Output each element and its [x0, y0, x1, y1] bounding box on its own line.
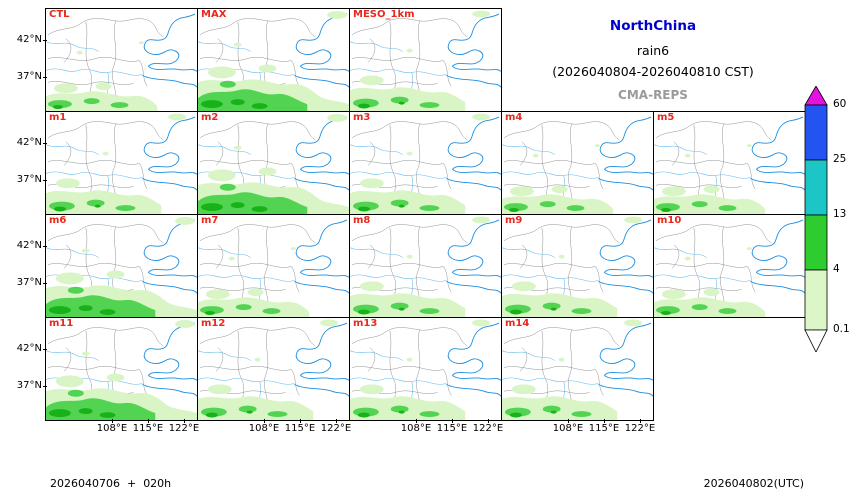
valid-period: (2026040804-2026040810 CST)	[552, 64, 754, 79]
colorbar-under-arrow	[804, 329, 828, 353]
init-time-line1: 2026040706 + 020h	[50, 477, 172, 490]
map-panel-m13: m13	[349, 317, 502, 421]
lon-label: 108°E	[396, 419, 436, 434]
map-canvas	[502, 116, 653, 214]
map-panel-m11: m11	[45, 317, 198, 421]
lon-label: 115°E	[280, 419, 320, 434]
map-canvas	[502, 319, 653, 420]
panel-label: MAX	[201, 9, 227, 20]
panel-label: m12	[201, 318, 226, 329]
map-canvas	[502, 216, 653, 317]
map-panel-m2: m2	[197, 111, 350, 215]
colorbar-segment-60-25	[804, 104, 828, 161]
init-times: 2026040706 + 020h 2026040714 + 020h	[50, 444, 171, 490]
panel-label: m1	[49, 112, 67, 123]
map-panel-ctl: CTL	[45, 8, 198, 112]
lat-label: 42°N	[6, 343, 47, 356]
map-canvas	[46, 216, 197, 317]
map-panel-m7: m7	[197, 214, 350, 318]
map-canvas	[46, 13, 197, 111]
panel-label: m10	[657, 215, 682, 226]
lon-label: 122°E	[620, 419, 660, 434]
map-canvas	[46, 113, 197, 214]
colorbar-segment-25-13	[804, 159, 828, 216]
model-name: CMA-REPS	[618, 88, 688, 102]
lat-label: 42°N	[6, 137, 47, 150]
colorbar-canvas	[804, 85, 828, 353]
colorbar-tick-label: 13	[833, 208, 847, 220]
lat-label: 42°N	[6, 240, 47, 253]
panel-label: m14	[505, 318, 530, 329]
colorbar-tick-label: 60	[833, 98, 847, 110]
lon-label: 115°E	[128, 419, 168, 434]
map-panel-m9: m9	[501, 214, 654, 318]
map-canvas	[350, 10, 501, 111]
map-canvas	[350, 319, 501, 420]
lat-label: 42°N	[6, 34, 47, 47]
map-panel-m14: m14	[501, 317, 654, 421]
colorbar-over-arrow	[804, 85, 828, 106]
lat-label: 37°N	[6, 277, 47, 290]
map-canvas	[46, 319, 197, 420]
map-panel-m6: m6	[45, 214, 198, 318]
panel-label: m2	[201, 112, 219, 123]
panel-label: m8	[353, 215, 371, 226]
map-canvas	[654, 116, 805, 214]
lon-label: 115°E	[432, 419, 472, 434]
region-title: NorthChina	[609, 18, 697, 34]
panel-label: MESO_1km	[353, 9, 415, 20]
valid-times: 2026040802(UTC) 2026040810(CST)	[704, 444, 804, 490]
lon-label: 122°E	[468, 419, 508, 434]
title-block: NorthChina rain6 (2026040804-2026040810 …	[505, 12, 801, 102]
lon-label: 108°E	[244, 419, 284, 434]
lon-label: 108°E	[92, 419, 132, 434]
panel-label: m5	[657, 112, 675, 123]
map-panel-m8: m8	[349, 214, 502, 318]
map-panel-m12: m12	[197, 317, 350, 421]
map-panel-m10: m10	[653, 214, 806, 318]
colorbar	[804, 85, 828, 353]
map-panel-meso1km: MESO_1km	[349, 8, 502, 112]
map-panel-max: MAX	[197, 8, 350, 112]
panel-label: m11	[49, 318, 74, 329]
panel-label: m3	[353, 112, 371, 123]
panel-label: m7	[201, 215, 219, 226]
map-canvas	[198, 10, 349, 111]
map-canvas	[198, 319, 349, 420]
map-panel-m5: m5	[653, 111, 806, 215]
map-canvas	[198, 113, 349, 214]
lon-label: 115°E	[584, 419, 624, 434]
map-canvas	[198, 219, 349, 317]
lon-label: 122°E	[164, 419, 204, 434]
map-canvas	[654, 219, 805, 317]
colorbar-tick-label: 0.1	[833, 323, 850, 335]
colorbar-tick-label: 25	[833, 153, 847, 165]
colorbar-tick-label: 4	[833, 263, 840, 275]
map-panel-m3: m3	[349, 111, 502, 215]
map-canvas	[350, 216, 501, 317]
lat-label: 37°N	[6, 380, 47, 393]
map-panel-m4: m4	[501, 111, 654, 215]
panel-label: m4	[505, 112, 523, 123]
panel-label: m6	[49, 215, 67, 226]
lat-label: 37°N	[6, 71, 47, 84]
lat-label: 37°N	[6, 174, 47, 187]
variable-title: rain6	[636, 43, 670, 58]
map-panel-m1: m1	[45, 111, 198, 215]
map-canvas	[350, 113, 501, 214]
lon-label: 108°E	[548, 419, 588, 434]
colorbar-segment-13-4	[804, 214, 828, 271]
panel-label: CTL	[49, 9, 70, 20]
valid-time-utc: 2026040802(UTC)	[703, 477, 804, 490]
colorbar-segment-4-0.1	[804, 269, 828, 331]
lon-label: 122°E	[316, 419, 356, 434]
panel-label: m9	[505, 215, 523, 226]
panel-label: m13	[353, 318, 378, 329]
